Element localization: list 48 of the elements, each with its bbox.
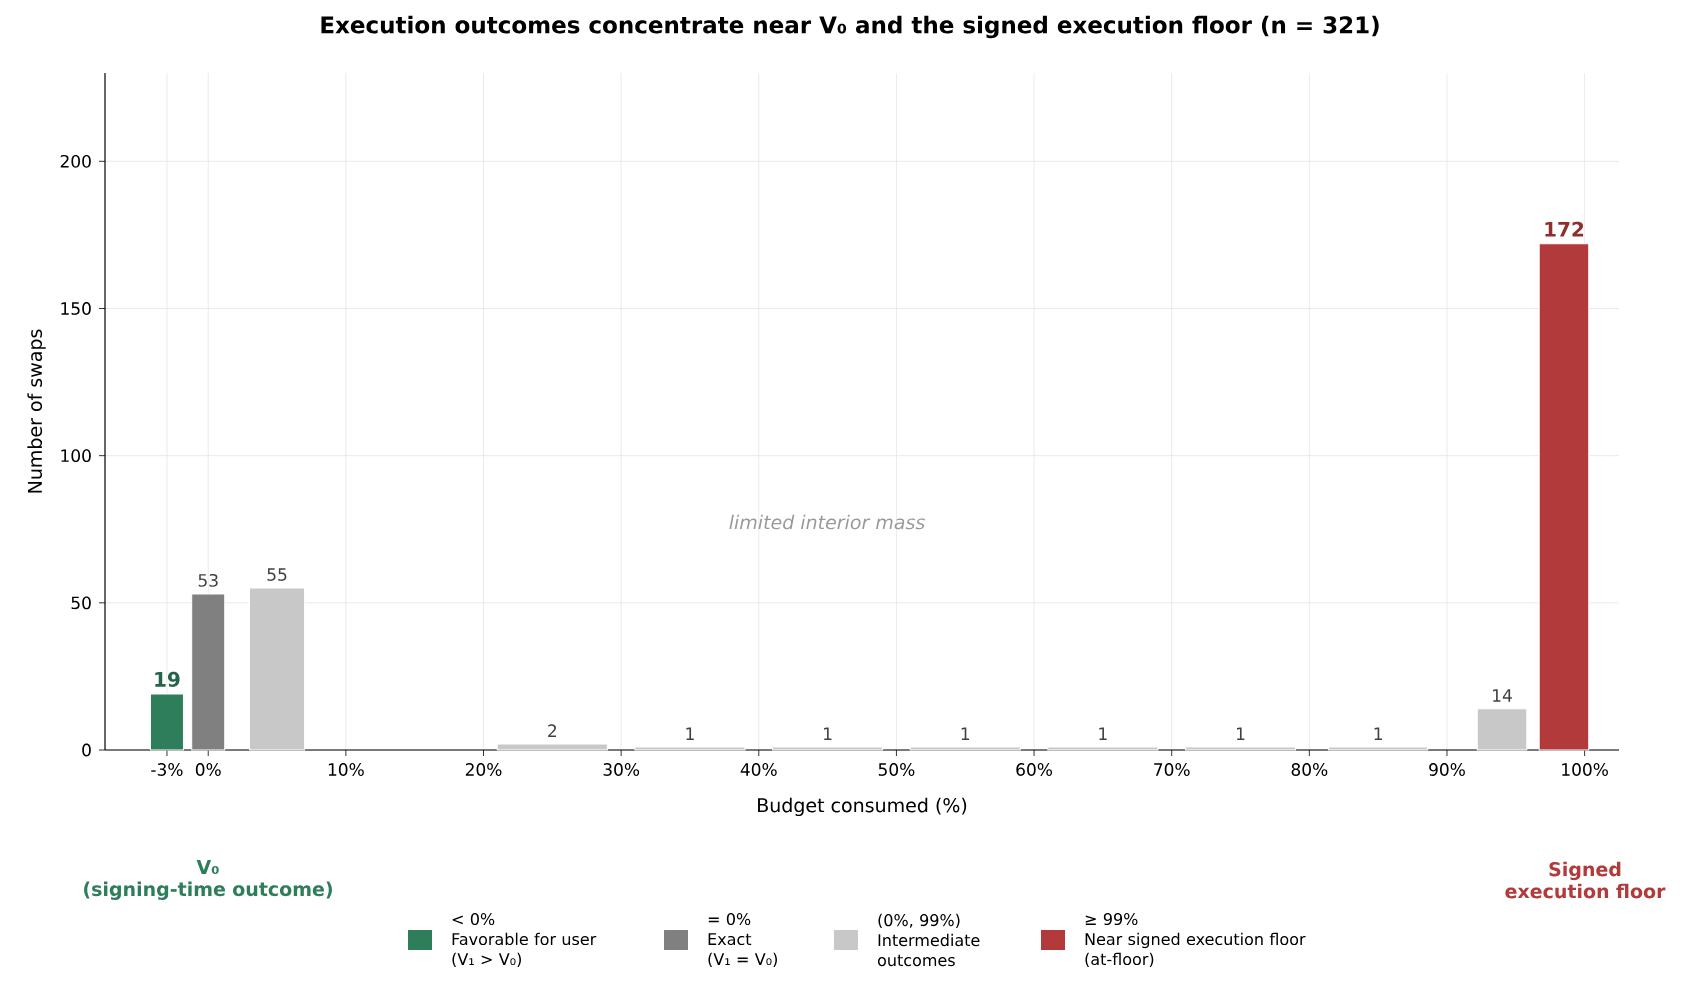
x-tick-label: 100% xyxy=(1562,763,1608,776)
x-tick-label: 70% xyxy=(1154,763,1190,776)
bar xyxy=(1538,243,1590,751)
x-axis-title: Budget consumed (%) xyxy=(758,797,967,817)
data-label: 1 xyxy=(1236,727,1245,740)
text: Signed execution floor xyxy=(1505,861,1666,899)
legend-label: < 0% Favorable for user (V₁ > V₀) xyxy=(452,913,597,967)
bar xyxy=(909,746,1021,751)
bar xyxy=(149,693,184,751)
bar xyxy=(496,743,608,751)
bar xyxy=(634,746,746,751)
text: V₀ (signing-time outcome) xyxy=(84,860,332,900)
data-label: 14 xyxy=(1493,689,1512,702)
x-tick-label: 0% xyxy=(195,763,221,776)
data-label: 53 xyxy=(198,573,218,587)
data-label: 1 xyxy=(824,727,832,740)
data-label: 1 xyxy=(1374,727,1382,740)
y-tick-label: 150 xyxy=(61,302,91,315)
data-label: 1 xyxy=(1099,727,1107,740)
legend-label: ≥ 99% Near signed execution floor (at-floor) xyxy=(1085,913,1306,967)
y-tick-label: 100 xyxy=(61,449,91,463)
y-tick-label: 0 xyxy=(82,743,91,757)
data-label: 172 xyxy=(1545,221,1584,237)
y-axis-title: Number of swaps xyxy=(27,329,46,493)
chart-title: Execution outcomes concentrate near V₀ and the signed execution floor (n = 321) xyxy=(321,15,1379,39)
bar xyxy=(772,746,884,751)
legend-label: (0%, 99%) Intermediate outcomes xyxy=(877,913,980,967)
bar xyxy=(191,593,226,751)
annotation: limited interior mass xyxy=(729,514,925,530)
data-label: 1 xyxy=(961,727,970,740)
x-tick-label: 80% xyxy=(1291,763,1328,776)
x-tick-label: 10% xyxy=(328,763,364,776)
x-tick-label: -3% xyxy=(151,763,183,776)
data-label: 55 xyxy=(267,568,287,581)
y-tick-label: 200 xyxy=(60,154,91,168)
data-label: 1 xyxy=(686,727,694,740)
y-tick-label: 50 xyxy=(71,596,91,610)
bar xyxy=(1047,746,1159,751)
data-label: 19 xyxy=(155,671,180,687)
x-tick-label: 20% xyxy=(465,763,502,776)
x-tick-label: 60% xyxy=(1016,763,1052,776)
bar xyxy=(1184,746,1297,751)
data-label: 2 xyxy=(548,724,557,737)
x-tick-label: 50% xyxy=(878,763,915,776)
x-tick-label: 30% xyxy=(603,763,640,776)
x-tick-label: 40% xyxy=(740,763,777,776)
legend-label: = 0% Exact (V₁ = V₀) xyxy=(708,913,777,967)
x-tick-label: 90% xyxy=(1429,763,1465,776)
